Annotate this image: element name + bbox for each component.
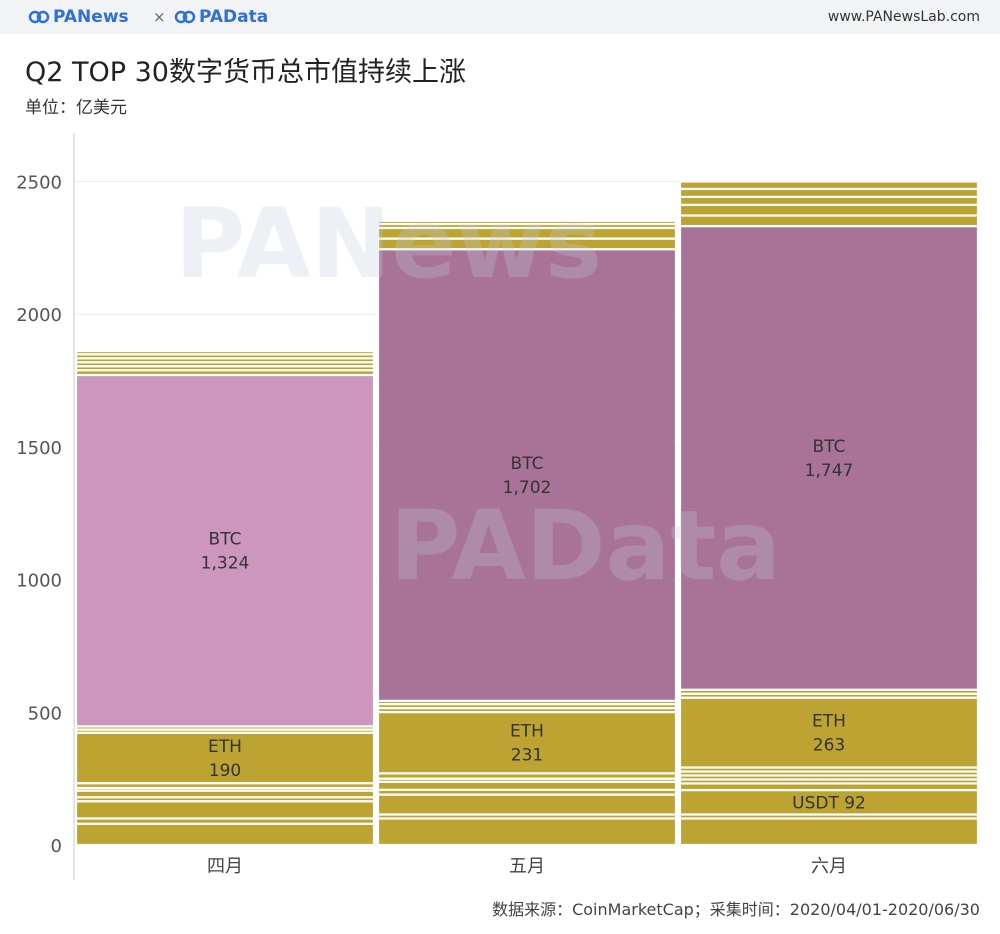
x-category-label: 四月 [207,856,243,877]
series-label-btc: BTC [209,530,242,550]
series-label-eth: ETH [510,722,544,742]
bar-segment [678,224,980,691]
bar-segment [376,237,678,251]
bar-segment [376,817,678,847]
x-category-label: 五月 [509,856,545,877]
bar-segment [678,180,980,191]
y-tick-label: 2000 [16,305,62,326]
bar-segment [678,817,980,847]
data-label-btc: 1,324 [201,554,250,574]
y-tick-label: 1000 [16,571,62,592]
data-label-eth: 231 [511,746,543,766]
bar-segment [74,349,376,356]
bar-segment [678,195,980,206]
bar-segment [74,373,376,728]
x-category-label: 六月 [811,856,847,877]
y-tick-label: 0 [51,836,62,857]
panews-logo: PANews [28,7,129,27]
chart-title: Q2 TOP 30数字货币总市值持续上涨 [25,57,466,88]
series-label-eth: ETH [208,737,242,757]
top-bar: PANews × PAData www.PANewsLab.com [0,0,1000,34]
padata-logo-icon [174,10,196,24]
logo-separator: × [153,8,166,26]
bar-segment [376,710,678,775]
bar-segment [376,248,678,702]
bar-segment [678,214,980,228]
bar-segment [678,696,980,769]
data-source: 数据来源：CoinMarketCap；采集时间：2020/04/01-2020/… [492,900,980,919]
panews-logo-icon [28,10,50,24]
series-label-eth: ETH [812,712,846,732]
bar-segment [678,203,980,217]
series-label-btc: BTC [511,454,544,474]
data-label-btc: 1,747 [805,461,854,481]
padata-logo: PAData [174,7,268,27]
data-label-eth: 190 [209,761,241,781]
bar-segment [74,800,376,820]
data-label-eth: 263 [813,736,845,756]
bar-segment [376,226,678,240]
chart-unit: 单位：亿美元 [25,98,127,118]
series-label-btc: BTC [813,437,846,457]
bar-segment [74,822,376,847]
bar-segment [376,219,678,226]
bar-segment [678,187,980,198]
y-tick-label: 500 [28,703,62,724]
site-url[interactable]: www.PANewsLab.com [827,9,980,25]
data-label-btc: 1,702 [503,478,552,498]
bar-segment [376,793,678,816]
y-tick-label: 1500 [16,438,62,459]
bar-segment [376,780,678,791]
y-tick-label: 2500 [16,173,62,194]
data-label-usdt: USDT 92 [792,793,866,813]
panews-logo-text: PANews [53,7,129,27]
bar-segment [678,788,980,816]
padata-logo-text: PAData [199,7,269,27]
